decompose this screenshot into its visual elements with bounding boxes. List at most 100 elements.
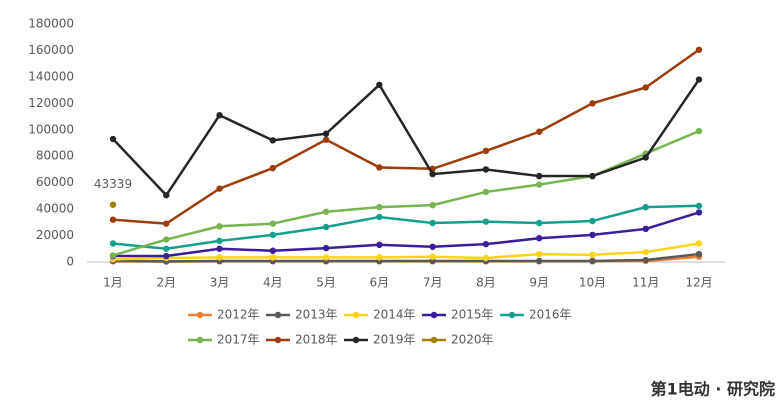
point <box>589 251 596 258</box>
point <box>322 208 330 215</box>
point <box>216 245 223 252</box>
x-tick-label: 6月 <box>370 276 390 290</box>
x-tick-label: 8月 <box>476 276 496 290</box>
point <box>695 46 703 53</box>
y-tick-label: 40000 <box>36 202 74 216</box>
series-line <box>112 242 700 261</box>
x-tick-label: 7月 <box>423 276 443 290</box>
x-tick-label: 1月 <box>103 276 123 290</box>
point <box>376 164 383 171</box>
point <box>429 243 436 250</box>
x-tick-label: 12月 <box>685 276 712 290</box>
point <box>163 220 170 227</box>
point <box>589 257 596 265</box>
point <box>482 218 490 225</box>
point <box>109 216 117 223</box>
point <box>376 213 383 221</box>
point <box>322 136 330 143</box>
point <box>482 147 490 155</box>
legend-marker <box>196 336 204 344</box>
point <box>642 256 649 264</box>
legend-marker <box>508 311 516 319</box>
point <box>109 135 117 143</box>
legend-marker <box>430 311 438 319</box>
x-tick-label: 11月 <box>632 276 659 290</box>
x-tick-label: 4月 <box>263 276 283 290</box>
y-tick-label: 100000 <box>28 122 74 136</box>
x-tick-label: 5月 <box>316 276 336 290</box>
point <box>535 128 543 135</box>
legend-marker <box>274 311 282 319</box>
point <box>695 202 703 210</box>
series-line <box>112 129 700 257</box>
point <box>376 254 383 261</box>
point <box>109 252 117 259</box>
series-line <box>112 204 700 251</box>
point <box>322 244 330 252</box>
legend-marker <box>274 336 282 344</box>
point <box>163 252 170 260</box>
point <box>589 172 596 180</box>
point <box>589 100 596 107</box>
legend-label: 2018年 <box>295 333 338 347</box>
point <box>322 254 330 261</box>
point <box>642 203 649 211</box>
point <box>695 209 703 216</box>
point <box>163 192 170 199</box>
point <box>429 201 436 209</box>
point <box>642 84 649 91</box>
y-tick-label: 120000 <box>28 96 74 110</box>
legend-marker <box>352 336 360 344</box>
point <box>269 164 277 172</box>
legend-label: 2019年 <box>373 333 416 347</box>
y-tick-label: 80000 <box>36 149 74 163</box>
point <box>109 201 117 208</box>
point <box>642 248 649 256</box>
point <box>482 240 490 248</box>
legend-marker <box>352 311 360 319</box>
series-line <box>113 211 700 258</box>
point <box>695 240 703 247</box>
point <box>322 223 330 231</box>
legend-label: 2013年 <box>295 308 338 322</box>
point <box>429 219 436 227</box>
point <box>376 81 383 89</box>
legend-label: 2012年 <box>217 308 260 322</box>
legend-label: 2016年 <box>529 308 572 322</box>
series-line <box>112 48 700 225</box>
brand: 第1电动 · 研究院 <box>651 380 775 399</box>
y-tick-label: 140000 <box>28 69 74 83</box>
y-tick-label: 20000 <box>36 228 74 242</box>
point <box>376 203 383 211</box>
point <box>695 250 703 258</box>
point <box>322 130 330 137</box>
legend-marker <box>430 336 438 344</box>
y-tick-label: 180000 <box>28 17 74 31</box>
point <box>535 172 543 180</box>
point <box>535 219 543 227</box>
point <box>429 170 436 178</box>
legend-marker <box>196 311 204 319</box>
x-tick-label: 10月 <box>579 276 606 290</box>
point <box>482 254 490 262</box>
data-label: 43339 <box>94 177 132 191</box>
point <box>216 112 223 119</box>
point <box>482 166 490 173</box>
point <box>535 257 543 265</box>
point <box>163 236 170 243</box>
point <box>269 231 277 239</box>
point <box>695 127 703 135</box>
point <box>216 185 223 192</box>
legend-label: 2014年 <box>373 308 416 322</box>
point <box>163 245 170 252</box>
point <box>216 254 223 261</box>
point <box>642 154 649 161</box>
point <box>695 76 703 83</box>
point <box>535 250 543 258</box>
legend-label: 2017年 <box>217 333 260 347</box>
legend-label: 2020年 <box>451 333 494 347</box>
point <box>429 253 436 260</box>
series-line <box>112 252 700 263</box>
point <box>269 247 277 254</box>
